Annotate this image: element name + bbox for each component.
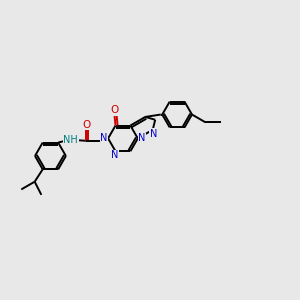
Text: N: N	[138, 134, 146, 143]
Text: N: N	[111, 150, 118, 160]
Text: NH: NH	[63, 135, 78, 145]
Text: O: O	[110, 105, 118, 116]
Text: N: N	[100, 133, 108, 142]
Text: O: O	[82, 120, 90, 130]
Text: N: N	[150, 129, 157, 139]
